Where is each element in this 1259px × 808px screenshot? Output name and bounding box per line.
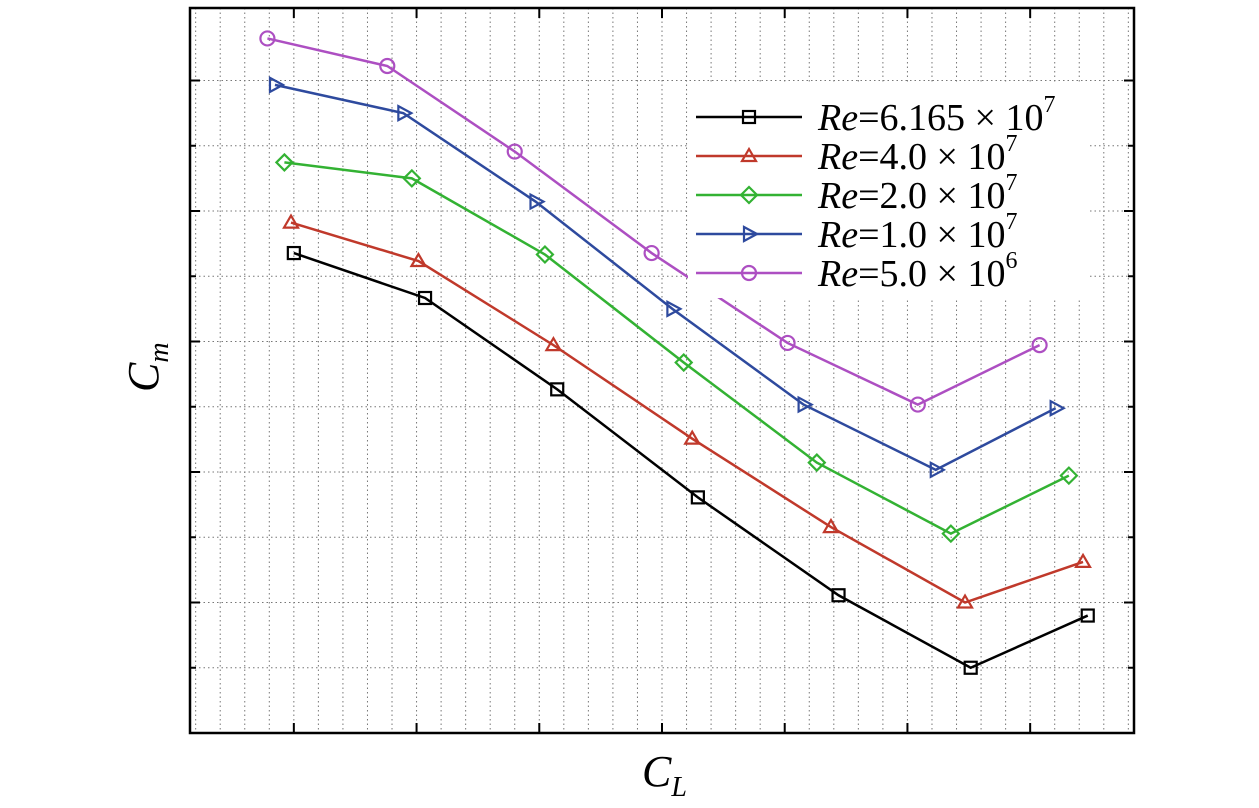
data-point	[643, 244, 660, 262]
y-axis-title: Cm	[119, 342, 175, 392]
data-point	[550, 382, 565, 397]
legend-label-exponent: 7	[1043, 92, 1055, 118]
data-point	[282, 213, 300, 229]
data-point	[909, 396, 926, 413]
grid	[190, 8, 1134, 733]
data-point	[1031, 337, 1048, 354]
series-5	[259, 30, 1048, 413]
series-line	[267, 37, 1041, 406]
legend-label-value: =1.0 × 10	[858, 214, 1005, 256]
series-3	[274, 152, 1079, 544]
data-point	[268, 76, 286, 94]
series-2	[282, 213, 1092, 609]
legend-label-value: =4.0 × 10	[858, 136, 1005, 178]
legend-label-re: Re	[817, 253, 858, 295]
legend-swatch-marker	[740, 146, 758, 163]
legend-swatch-marker	[739, 185, 759, 205]
legend-label: Re=4.0 × 107	[817, 131, 1017, 178]
data-point	[779, 334, 796, 352]
legend-swatch-marker	[742, 225, 760, 243]
data-point	[535, 244, 555, 265]
data-point	[797, 395, 814, 414]
legend-swatch-marker	[740, 264, 758, 282]
legend-label-exponent: 6	[1005, 248, 1017, 274]
x-axis-title-base: C	[642, 747, 672, 796]
data-point	[831, 588, 846, 603]
data-point	[683, 429, 702, 445]
data-point	[929, 460, 947, 479]
data-point	[674, 352, 694, 373]
data-point	[690, 490, 705, 505]
data-point	[807, 453, 827, 473]
data-point	[274, 152, 294, 172]
data-point	[417, 290, 433, 306]
legend-label-re: Re	[817, 175, 858, 217]
data-point	[506, 143, 523, 160]
data-point	[402, 168, 422, 188]
data-point	[397, 104, 414, 122]
legend-label: Re=5.0 × 106	[817, 248, 1017, 295]
data-point	[529, 192, 546, 211]
y-axis-title-sub: m	[144, 342, 175, 362]
legend-label-exponent: 7	[1005, 170, 1017, 196]
legend-label-re: Re	[817, 136, 858, 178]
series-line	[293, 251, 1089, 670]
data-point	[1059, 466, 1079, 486]
data-point	[286, 245, 301, 261]
legend-swatch-marker	[741, 109, 757, 125]
legend-item: Re=1.0 × 107	[696, 209, 1017, 256]
legend-item: Re=5.0 × 106	[696, 248, 1017, 295]
legend-label: Re=1.0 × 107	[817, 209, 1017, 256]
legend-item: Re=6.165 × 107	[696, 92, 1055, 139]
data-point	[259, 30, 276, 47]
data-point	[379, 57, 396, 75]
series-line	[274, 83, 1057, 472]
series-1	[286, 245, 1095, 675]
legend-label-value: =2.0 × 10	[858, 175, 1005, 217]
x-axis-title: CL	[642, 747, 687, 803]
legend-label-exponent: 7	[1005, 131, 1017, 157]
data-point	[1049, 399, 1066, 418]
series-group	[259, 30, 1095, 675]
legend-label: Re=2.0 × 107	[817, 170, 1017, 217]
legend-item: Re=2.0 × 107	[696, 170, 1017, 217]
data-point	[963, 660, 978, 675]
data-point	[544, 335, 563, 352]
data-point	[666, 300, 683, 318]
series-4	[268, 76, 1066, 479]
data-point	[1080, 608, 1095, 623]
legend-label: Re=6.165 × 107	[817, 92, 1055, 139]
y-axis-title-base: C	[119, 362, 168, 392]
axis-ticks	[190, 8, 1134, 733]
series-line	[284, 161, 1070, 536]
legend-label-exponent: 7	[1005, 209, 1017, 235]
data-point	[956, 593, 974, 609]
series-line	[290, 221, 1084, 604]
legend-label-re: Re	[817, 214, 858, 256]
data-point	[941, 524, 961, 544]
data-point	[822, 517, 840, 534]
data-point	[1074, 552, 1092, 569]
x-axis-title-sub: L	[670, 772, 687, 803]
legend-label-value: =5.0 × 10	[858, 253, 1005, 295]
legend-label-re: Re	[817, 97, 858, 139]
legend-item: Re=4.0 × 107	[696, 131, 1017, 178]
data-point	[409, 251, 428, 268]
legend-label-value: =6.165 × 10	[858, 97, 1043, 139]
